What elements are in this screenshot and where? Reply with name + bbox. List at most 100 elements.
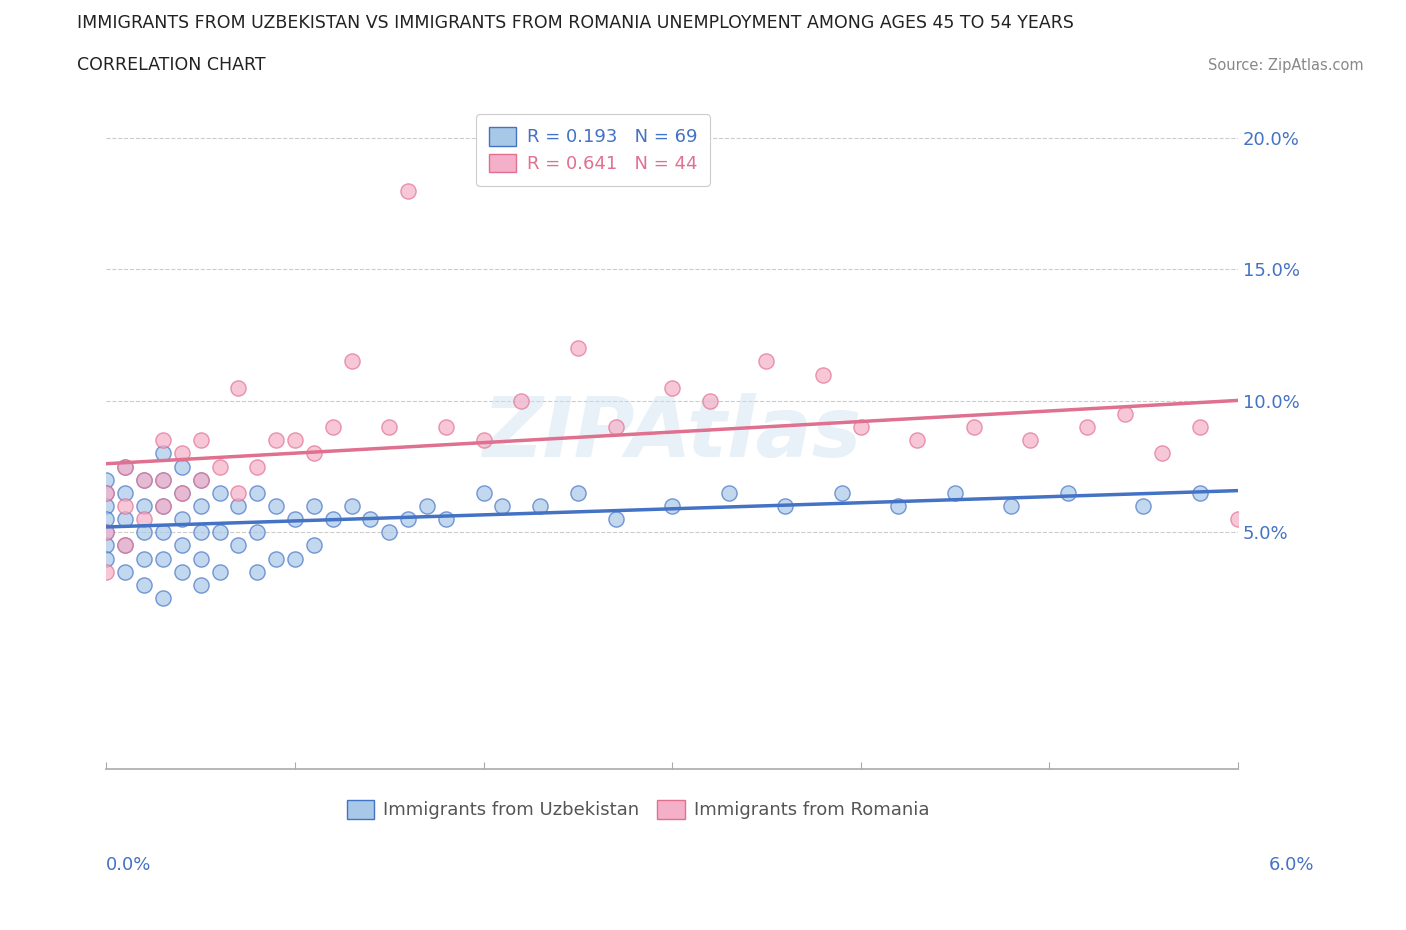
Point bbox=[246, 565, 269, 579]
Point bbox=[1057, 485, 1080, 500]
Point bbox=[340, 498, 363, 513]
Point bbox=[1114, 406, 1136, 421]
Point bbox=[264, 432, 287, 447]
Point bbox=[434, 512, 457, 526]
Point bbox=[96, 485, 118, 500]
Point bbox=[396, 183, 419, 198]
Point bbox=[190, 525, 212, 539]
Point bbox=[246, 485, 269, 500]
Point bbox=[340, 354, 363, 369]
Point bbox=[699, 393, 721, 408]
Point bbox=[661, 380, 683, 395]
Point bbox=[170, 512, 193, 526]
Point bbox=[132, 512, 155, 526]
Point bbox=[510, 393, 533, 408]
Text: Source: ZipAtlas.com: Source: ZipAtlas.com bbox=[1208, 58, 1364, 73]
Point bbox=[152, 446, 174, 461]
Point bbox=[208, 565, 231, 579]
Point bbox=[132, 551, 155, 566]
Point bbox=[661, 498, 683, 513]
Point bbox=[491, 498, 513, 513]
Point bbox=[190, 472, 212, 487]
Point bbox=[1189, 485, 1212, 500]
Point bbox=[170, 565, 193, 579]
Point bbox=[96, 512, 118, 526]
Text: ZIPAtlas: ZIPAtlas bbox=[482, 393, 862, 474]
Point bbox=[284, 512, 307, 526]
Point bbox=[96, 538, 118, 552]
Point bbox=[302, 446, 325, 461]
Point bbox=[96, 565, 118, 579]
Point bbox=[472, 432, 495, 447]
Point bbox=[567, 485, 589, 500]
Point bbox=[114, 538, 136, 552]
Point bbox=[96, 498, 118, 513]
Point bbox=[228, 380, 250, 395]
Point bbox=[322, 512, 344, 526]
Text: 6.0%: 6.0% bbox=[1270, 856, 1315, 873]
Point bbox=[114, 485, 136, 500]
Point bbox=[96, 525, 118, 539]
Point bbox=[605, 419, 627, 434]
Point bbox=[114, 565, 136, 579]
Text: 0.0%: 0.0% bbox=[105, 856, 150, 873]
Point bbox=[1000, 498, 1022, 513]
Point bbox=[114, 498, 136, 513]
Point bbox=[755, 354, 778, 369]
Point bbox=[228, 485, 250, 500]
Point bbox=[264, 551, 287, 566]
Point bbox=[322, 419, 344, 434]
Point bbox=[152, 472, 174, 487]
Point bbox=[96, 551, 118, 566]
Point bbox=[1189, 419, 1212, 434]
Point bbox=[284, 432, 307, 447]
Point bbox=[1076, 419, 1098, 434]
Point bbox=[114, 459, 136, 474]
Point bbox=[132, 498, 155, 513]
Point bbox=[208, 459, 231, 474]
Point bbox=[396, 512, 419, 526]
Point bbox=[246, 525, 269, 539]
Point bbox=[114, 459, 136, 474]
Legend: Immigrants from Uzbekistan, Immigrants from Romania: Immigrants from Uzbekistan, Immigrants f… bbox=[340, 793, 936, 827]
Point bbox=[152, 591, 174, 605]
Point bbox=[302, 498, 325, 513]
Point bbox=[849, 419, 872, 434]
Point bbox=[132, 472, 155, 487]
Point bbox=[190, 432, 212, 447]
Point bbox=[170, 459, 193, 474]
Point bbox=[246, 459, 269, 474]
Point bbox=[228, 538, 250, 552]
Point bbox=[1226, 512, 1249, 526]
Point bbox=[96, 525, 118, 539]
Point bbox=[114, 538, 136, 552]
Point bbox=[170, 485, 193, 500]
Text: CORRELATION CHART: CORRELATION CHART bbox=[77, 56, 266, 73]
Point bbox=[114, 512, 136, 526]
Point bbox=[170, 485, 193, 500]
Point bbox=[190, 498, 212, 513]
Point bbox=[567, 341, 589, 356]
Point bbox=[96, 472, 118, 487]
Point bbox=[132, 578, 155, 592]
Point bbox=[302, 538, 325, 552]
Point bbox=[943, 485, 966, 500]
Point bbox=[831, 485, 853, 500]
Point bbox=[96, 485, 118, 500]
Point bbox=[132, 472, 155, 487]
Point bbox=[228, 498, 250, 513]
Point bbox=[1019, 432, 1042, 447]
Point bbox=[190, 551, 212, 566]
Point bbox=[378, 419, 401, 434]
Point bbox=[963, 419, 986, 434]
Point bbox=[132, 525, 155, 539]
Point bbox=[152, 498, 174, 513]
Point bbox=[170, 446, 193, 461]
Point bbox=[152, 498, 174, 513]
Point bbox=[359, 512, 381, 526]
Point bbox=[717, 485, 740, 500]
Point bbox=[434, 419, 457, 434]
Point bbox=[264, 498, 287, 513]
Point bbox=[905, 432, 928, 447]
Point bbox=[190, 578, 212, 592]
